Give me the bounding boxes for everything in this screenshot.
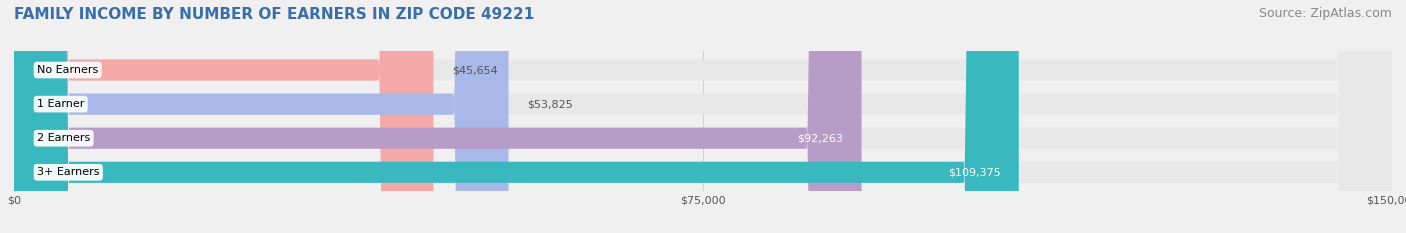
Text: $53,825: $53,825: [527, 99, 572, 109]
FancyBboxPatch shape: [14, 0, 1392, 233]
Text: 2 Earners: 2 Earners: [37, 133, 90, 143]
FancyBboxPatch shape: [14, 0, 862, 233]
FancyBboxPatch shape: [14, 0, 509, 233]
Text: 1 Earner: 1 Earner: [37, 99, 84, 109]
FancyBboxPatch shape: [14, 0, 1392, 233]
FancyBboxPatch shape: [14, 0, 433, 233]
FancyBboxPatch shape: [14, 0, 1392, 233]
FancyBboxPatch shape: [14, 0, 1019, 233]
FancyBboxPatch shape: [14, 0, 1392, 233]
Text: 3+ Earners: 3+ Earners: [37, 167, 100, 177]
Text: No Earners: No Earners: [37, 65, 98, 75]
Text: Source: ZipAtlas.com: Source: ZipAtlas.com: [1258, 7, 1392, 20]
Text: $45,654: $45,654: [451, 65, 498, 75]
Text: $92,263: $92,263: [797, 133, 844, 143]
Text: $109,375: $109,375: [948, 167, 1001, 177]
Text: FAMILY INCOME BY NUMBER OF EARNERS IN ZIP CODE 49221: FAMILY INCOME BY NUMBER OF EARNERS IN ZI…: [14, 7, 534, 22]
